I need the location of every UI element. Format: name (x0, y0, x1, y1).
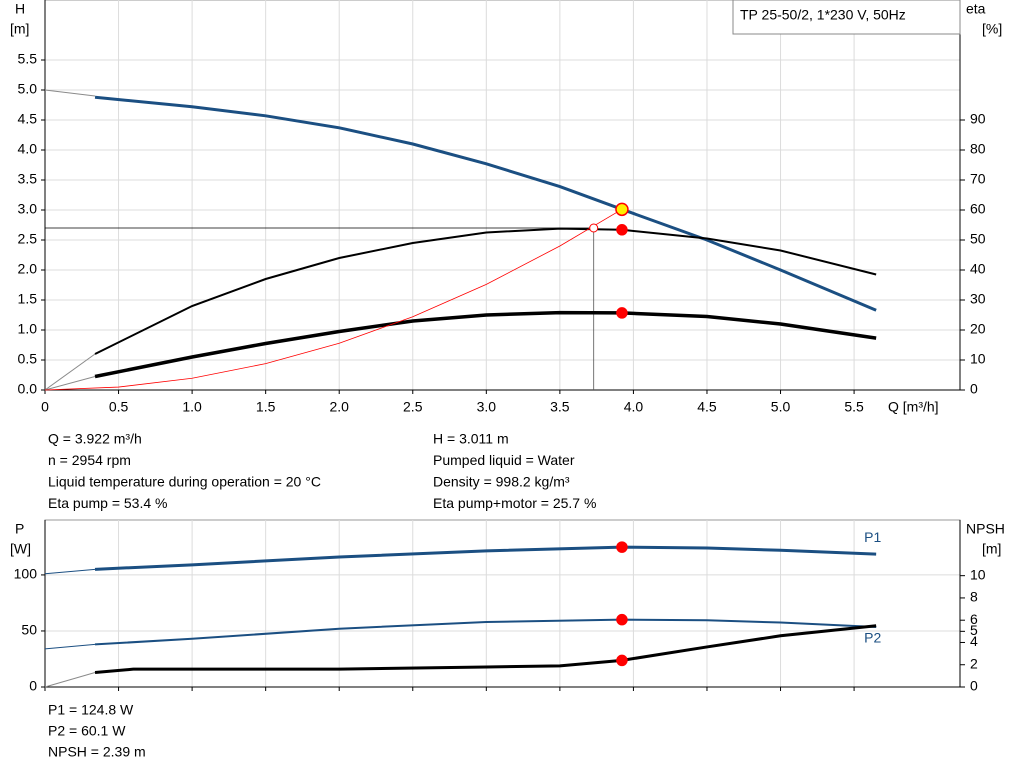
y2-tick-label: 4 (970, 633, 978, 649)
curve (94, 624, 877, 675)
y-tick-label: 5.5 (18, 51, 38, 67)
info-text: H = 3.011 m (433, 431, 509, 447)
y2-tick-label: 8 (970, 589, 978, 605)
x-tick-label: 0 (41, 399, 49, 415)
info-text: P2 = 60.1 W (48, 723, 126, 739)
x-tick-label: 2.0 (329, 399, 349, 415)
curve (94, 227, 877, 355)
y2-tick-label: 10 (970, 566, 986, 582)
y-tick-label: 1.0 (18, 321, 38, 337)
y2-tick-label: 30 (970, 291, 986, 307)
info-text: Eta pump+motor = 25.7 % (433, 495, 596, 511)
y-tick-label: 100 (14, 566, 38, 582)
y2-axis-label: eta (966, 1, 986, 17)
curve (94, 95, 877, 312)
x-tick-label: 4.5 (697, 399, 717, 415)
operating-point (616, 613, 628, 626)
curve (44, 353, 96, 391)
y-axis-label: P (15, 521, 24, 537)
y2-tick-label: 60 (970, 201, 986, 217)
y-tick-label: 4.0 (18, 141, 38, 157)
y2-axis-label: NPSH (966, 521, 1005, 537)
y2-tick-label: 40 (970, 261, 986, 277)
curve (44, 208, 623, 391)
curve-label: P1 (864, 529, 881, 545)
info-text: Liquid temperature during operation = 20… (48, 474, 321, 490)
reference-point (589, 223, 599, 233)
y-tick-label: 2.0 (18, 261, 38, 277)
info-text: Q = 3.922 m³/h (48, 431, 142, 447)
y2-tick-label: 6 (970, 611, 978, 627)
x-tick-label: 2.5 (403, 399, 423, 415)
y-tick-label: 0.0 (18, 381, 38, 397)
curve (44, 672, 96, 688)
y-axis-label: H (15, 1, 25, 17)
curve (44, 643, 96, 650)
y2-tick-label: 2 (970, 655, 978, 671)
info-text: Eta pump = 53.4 % (48, 495, 167, 511)
info-text: Density = 998.2 kg/m³ (433, 474, 570, 490)
curve (94, 618, 877, 646)
y-tick-label: 3.0 (18, 201, 38, 217)
y2-tick-label: 0 (970, 678, 978, 694)
operating-point (616, 654, 628, 667)
plot-frame (44, 0, 961, 391)
x-tick-label: 5.0 (771, 399, 791, 415)
y2-tick-label: 0 (970, 381, 978, 397)
y-tick-label: 2.5 (18, 231, 38, 247)
y2-tick-label: 80 (970, 141, 986, 157)
x-tick-label: 4.0 (624, 399, 644, 415)
x-tick-label: 3.5 (550, 399, 570, 415)
curve (44, 89, 96, 97)
y-tick-label: 3.5 (18, 171, 38, 187)
chart-title: TP 25-50/2, 1*230 V, 50Hz (740, 7, 906, 23)
x-tick-label: 3.0 (477, 399, 497, 415)
curve-label: P2 (864, 630, 881, 646)
y-tick-label: 4.5 (18, 111, 38, 127)
y-tick-label: 0 (29, 678, 37, 694)
y2-tick-label: 5 (970, 622, 978, 638)
info-text: Pumped liquid = Water (433, 452, 575, 468)
title-box (732, 0, 961, 35)
curve (94, 545, 877, 571)
info-text: NPSH = 2.39 m (48, 744, 146, 760)
x-tick-label: 5.5 (844, 399, 864, 415)
operating-point (616, 307, 628, 319)
y2-tick-label: 20 (970, 321, 986, 337)
operating-point (616, 541, 628, 553)
info-text: n = 2954 rpm (48, 452, 131, 468)
y-tick-label: 1.5 (18, 291, 38, 307)
operating-point (615, 202, 629, 217)
y-tick-label: 50 (21, 622, 37, 638)
plot-frame (44, 519, 961, 688)
y-axis-unit: [W] (10, 541, 31, 557)
y-axis-unit: [m] (10, 21, 29, 37)
y2-axis-unit: [%] (982, 21, 1002, 37)
info-text: P1 = 124.8 W (48, 702, 134, 718)
curve (44, 568, 96, 575)
y2-tick-label: 10 (970, 351, 986, 367)
x-tick-label: 1.0 (182, 399, 202, 415)
curve (94, 310, 877, 379)
operating-point (616, 224, 628, 236)
y-tick-label: 5.0 (18, 81, 38, 97)
y-tick-label: 0.5 (18, 351, 38, 367)
y2-axis-unit: [m] (982, 541, 1001, 557)
x-axis-label: Q [m³/h] (888, 399, 939, 415)
y2-tick-label: 90 (970, 111, 986, 127)
y2-tick-label: 50 (970, 231, 986, 247)
curve (44, 376, 96, 391)
y2-tick-label: 70 (970, 171, 986, 187)
x-tick-label: 1.5 (256, 399, 276, 415)
x-tick-label: 0.5 (109, 399, 129, 415)
